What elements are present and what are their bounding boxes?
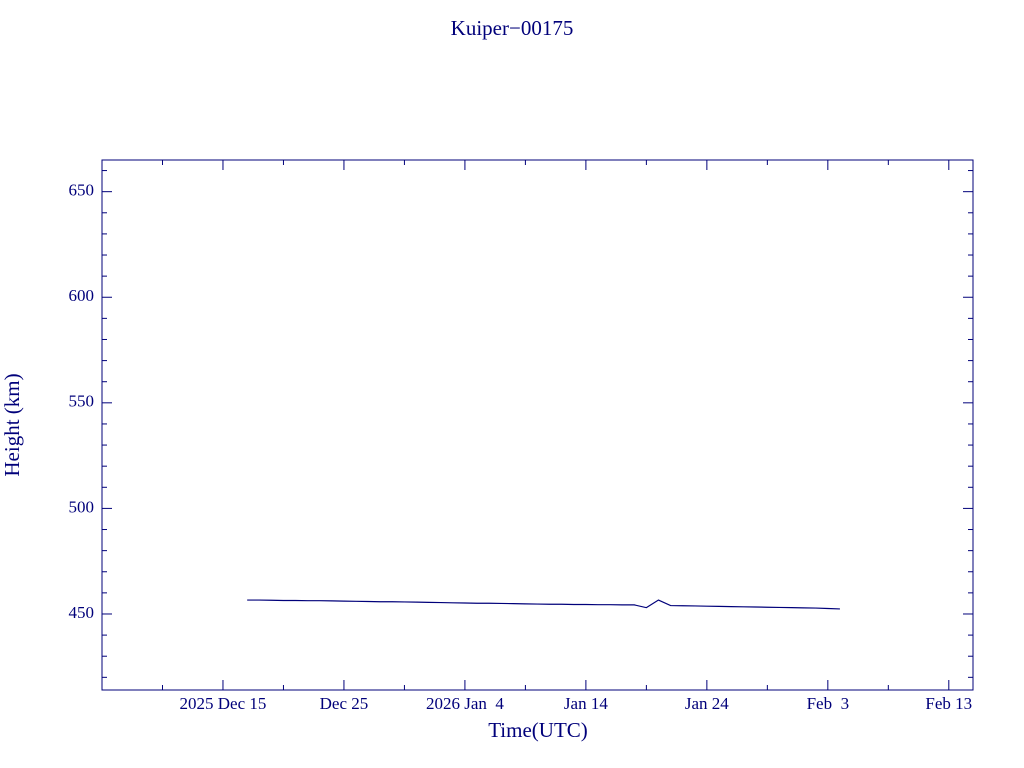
x-tick-label: Dec 25 [320,694,369,713]
chart-title: Kuiper−00175 [451,16,574,40]
y-tick-label: 600 [69,286,95,305]
x-tick-label: Jan 14 [564,694,608,713]
x-tick-label: Feb 13 [925,694,972,713]
y-tick-label: 550 [69,392,95,411]
plot-frame [101,159,974,691]
x-tick-label: 2025 Dec 15 [180,694,267,713]
x-tick-label: Jan 24 [685,694,729,713]
x-axis-label: Time(UTC) [488,718,588,742]
y-tick-label: 650 [69,181,95,200]
data-line [247,599,840,610]
y-axis-label: Height (km) [0,373,24,476]
x-tick-label: Feb 3 [807,694,850,713]
y-tick-label: 500 [69,497,95,516]
x-tick-label: 2026 Jan 4 [426,694,504,713]
y-tick-label: 450 [69,603,95,622]
